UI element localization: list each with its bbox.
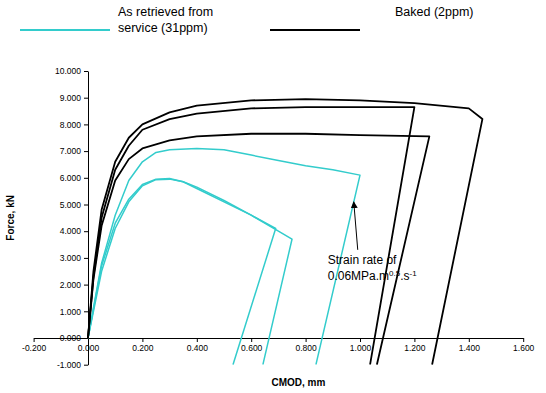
series-line <box>88 179 276 365</box>
tick-mark <box>84 311 88 312</box>
tick-mark <box>84 365 88 366</box>
tick-mark <box>84 285 88 286</box>
annotation-part: .s <box>400 269 409 283</box>
tick-mark <box>84 178 88 179</box>
tick-label: 0.000 <box>60 333 82 343</box>
annotation-superscript: 0.5 <box>389 268 401 277</box>
series-line <box>88 99 482 365</box>
tick-label: 0.200 <box>132 343 154 353</box>
tick-mark <box>197 338 198 342</box>
tick-mark <box>84 231 88 232</box>
series-line <box>88 134 429 365</box>
tick-label: 1.200 <box>404 343 426 353</box>
annotation-text: Strain rate of <box>328 253 397 267</box>
tick-label: 4.000 <box>60 226 82 236</box>
tick-mark <box>84 98 88 99</box>
tick-mark <box>84 205 88 206</box>
tick-label: -0.200 <box>22 343 46 353</box>
x-axis-title: CMOD, mm <box>271 377 325 388</box>
annotation-part: 0.06MPa.m <box>328 269 389 283</box>
tick: 0.400 <box>187 338 209 353</box>
tick-mark <box>360 338 361 342</box>
tick-label: 1.000 <box>350 343 372 353</box>
tick-mark <box>84 338 88 339</box>
series-line <box>88 148 360 364</box>
tick: 2.000 <box>60 280 88 290</box>
legend: As retrieved from service (31ppm) Baked (2… <box>20 5 474 35</box>
legend-swatch <box>20 29 110 31</box>
tick: 7.000 <box>60 146 88 156</box>
plot-area <box>88 99 482 365</box>
tick-label: 8.000 <box>60 120 82 130</box>
y-axis: -1.000 0.000 1.000 2.000 3.000 4.000 5.000 6.00… <box>55 66 89 370</box>
tick: 8.000 <box>60 120 88 130</box>
tick-mark <box>469 338 470 342</box>
tick-label: 2.000 <box>60 280 82 290</box>
tick-label: 9.000 <box>60 93 82 103</box>
tick-label: 1.600 <box>513 343 535 353</box>
tick-mark <box>523 338 524 342</box>
tick: 5.000 <box>60 200 88 210</box>
tick: 0.800 <box>295 338 317 353</box>
tick-label: 1.400 <box>459 343 481 353</box>
tick: 1.400 <box>459 338 481 353</box>
tick: 1.200 <box>404 338 426 353</box>
tick: 6.000 <box>60 173 88 183</box>
tick: 0.000 <box>60 333 88 343</box>
tick-label: 1.000 <box>60 307 82 317</box>
tick: -1.000 <box>57 360 88 370</box>
tick-mark <box>84 71 88 72</box>
annotation-arrow <box>354 202 358 250</box>
tick: 10.000 <box>55 66 88 76</box>
tick: 1.000 <box>350 338 372 353</box>
tick-label: 0.400 <box>187 343 209 353</box>
series-line <box>88 107 414 365</box>
tick: 1.000 <box>60 307 88 317</box>
tick-mark <box>251 338 252 342</box>
legend-label-line: Baked (2ppm) <box>395 5 474 19</box>
tick-label: 5.000 <box>60 200 82 210</box>
tick-mark <box>84 151 88 152</box>
tick-mark <box>414 338 415 342</box>
chart: -0.200 0.000 0.200 0.400 0.600 0.800 1.000 1.20… <box>0 0 546 393</box>
legend-label: As retrieved from service (31ppm) <box>118 5 213 35</box>
tick-label: 0.800 <box>295 343 317 353</box>
legend-label-line: As retrieved from <box>118 5 213 19</box>
series-line <box>88 179 292 365</box>
tick-mark <box>34 338 35 342</box>
axis-line <box>34 338 524 339</box>
tick: 0.600 <box>241 338 263 353</box>
tick-label: 10.000 <box>55 66 81 76</box>
legend-label: Baked (2ppm) <box>395 5 474 19</box>
tick: 0.200 <box>132 338 154 353</box>
tick: 9.000 <box>60 93 88 103</box>
tick: -0.200 <box>22 338 46 353</box>
tick: 1.600 <box>513 338 535 353</box>
tick-label: -1.000 <box>57 360 81 370</box>
tick-label: 7.000 <box>60 146 82 156</box>
tick-mark <box>306 338 307 342</box>
tick-mark <box>142 338 143 342</box>
x-axis: -0.2000.0000.2000.4000.6000.8001.0001.20… <box>22 338 535 353</box>
annotation-text: 0.06MPa.m0.5.s-1 <box>328 268 417 283</box>
y-axis-title: Force, kN <box>5 195 16 241</box>
tick: 4.000 <box>60 226 88 236</box>
tick-label: 6.000 <box>60 173 82 183</box>
annotation-superscript: -1 <box>410 268 418 277</box>
tick: 3.000 <box>60 253 88 263</box>
tick-mark <box>84 124 88 125</box>
annotation: Strain rate of0.06MPa.m0.5.s-1 <box>328 202 417 283</box>
tick-mark <box>84 258 88 259</box>
legend-label-line: service (31ppm) <box>118 21 208 35</box>
tick-label: 0.600 <box>241 343 263 353</box>
tick-label: 3.000 <box>60 253 82 263</box>
legend-swatch <box>270 29 360 31</box>
